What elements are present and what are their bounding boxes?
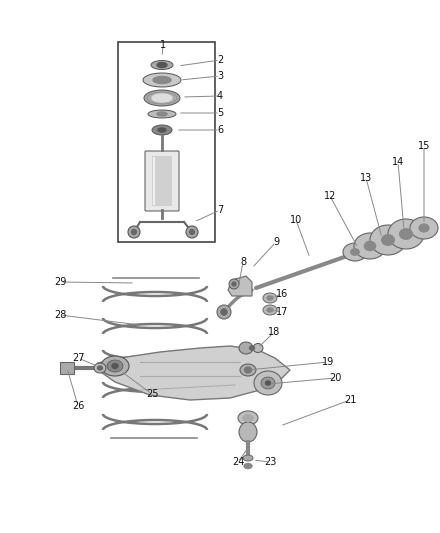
Text: 16: 16 xyxy=(276,289,288,299)
Ellipse shape xyxy=(240,364,256,376)
Circle shape xyxy=(190,230,194,235)
Text: 8: 8 xyxy=(240,257,246,267)
Ellipse shape xyxy=(152,94,172,102)
Ellipse shape xyxy=(254,371,282,395)
Ellipse shape xyxy=(144,90,180,106)
Text: 20: 20 xyxy=(329,373,341,383)
Ellipse shape xyxy=(101,356,129,376)
Ellipse shape xyxy=(265,381,271,385)
Circle shape xyxy=(229,279,239,289)
Circle shape xyxy=(232,282,236,286)
Text: 12: 12 xyxy=(324,191,336,201)
Ellipse shape xyxy=(249,346,254,350)
Ellipse shape xyxy=(354,233,386,259)
Ellipse shape xyxy=(364,241,376,251)
Ellipse shape xyxy=(419,224,429,232)
Ellipse shape xyxy=(244,464,252,469)
Text: 1: 1 xyxy=(160,40,166,50)
Ellipse shape xyxy=(351,249,359,255)
Text: 23: 23 xyxy=(264,457,276,467)
Text: 25: 25 xyxy=(146,389,158,399)
Ellipse shape xyxy=(152,125,172,135)
Ellipse shape xyxy=(112,364,118,368)
Text: 9: 9 xyxy=(273,237,279,247)
Bar xyxy=(118,42,215,242)
Ellipse shape xyxy=(400,229,412,239)
Ellipse shape xyxy=(388,219,424,249)
Text: 21: 21 xyxy=(344,395,356,405)
Ellipse shape xyxy=(158,128,166,132)
Text: 3: 3 xyxy=(217,71,223,81)
Ellipse shape xyxy=(267,296,273,300)
Text: 17: 17 xyxy=(276,307,288,317)
Text: 28: 28 xyxy=(54,310,66,320)
Text: 18: 18 xyxy=(268,327,280,337)
Polygon shape xyxy=(228,276,252,296)
Ellipse shape xyxy=(245,367,252,373)
Ellipse shape xyxy=(151,61,173,69)
Circle shape xyxy=(128,226,140,238)
Ellipse shape xyxy=(253,343,263,352)
Text: 19: 19 xyxy=(322,357,334,367)
Text: 29: 29 xyxy=(54,277,66,287)
Ellipse shape xyxy=(157,112,167,116)
Circle shape xyxy=(221,309,227,315)
Ellipse shape xyxy=(98,366,103,370)
Circle shape xyxy=(132,230,136,235)
Text: 14: 14 xyxy=(392,157,404,167)
Ellipse shape xyxy=(263,293,277,303)
Ellipse shape xyxy=(243,415,253,422)
Text: 15: 15 xyxy=(418,141,430,151)
Text: 26: 26 xyxy=(72,401,84,411)
FancyBboxPatch shape xyxy=(145,151,179,211)
Text: 2: 2 xyxy=(217,55,223,65)
Ellipse shape xyxy=(263,305,277,315)
Ellipse shape xyxy=(94,363,106,373)
Polygon shape xyxy=(98,346,290,400)
Ellipse shape xyxy=(157,62,167,68)
Text: 7: 7 xyxy=(217,205,223,215)
Text: 4: 4 xyxy=(217,91,223,101)
Ellipse shape xyxy=(243,455,253,461)
Text: 27: 27 xyxy=(72,353,84,363)
Text: 24: 24 xyxy=(232,457,244,467)
Ellipse shape xyxy=(239,422,257,442)
Ellipse shape xyxy=(381,235,394,245)
Ellipse shape xyxy=(143,73,181,87)
Circle shape xyxy=(217,305,231,319)
Ellipse shape xyxy=(148,110,176,118)
Bar xyxy=(152,156,172,206)
Ellipse shape xyxy=(410,217,438,239)
Text: 6: 6 xyxy=(217,125,223,135)
Bar xyxy=(60,362,74,374)
Ellipse shape xyxy=(153,77,171,84)
Text: 13: 13 xyxy=(360,173,372,183)
Ellipse shape xyxy=(107,360,123,372)
Ellipse shape xyxy=(239,342,253,354)
Ellipse shape xyxy=(343,243,367,261)
Ellipse shape xyxy=(261,377,275,389)
Ellipse shape xyxy=(238,411,258,425)
Text: 5: 5 xyxy=(217,108,223,118)
Circle shape xyxy=(186,226,198,238)
Text: 10: 10 xyxy=(290,215,302,225)
Ellipse shape xyxy=(267,308,273,312)
Ellipse shape xyxy=(370,225,406,255)
